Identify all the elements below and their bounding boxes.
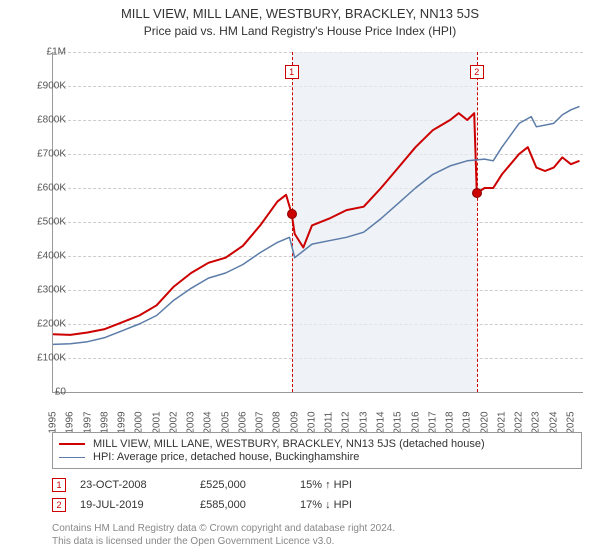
sales-list: 1 23-OCT-2008£525,00015% ↑ HPI 2 19-JUL-201… xyxy=(52,472,582,548)
x-axis-label: 2003 xyxy=(186,411,197,435)
y-axis-label: £400K xyxy=(18,251,66,262)
x-axis-label: 2014 xyxy=(376,411,387,435)
x-axis-label: 1996 xyxy=(65,411,76,435)
legend-label: HPI: Average price, detached house, Buck… xyxy=(93,451,359,463)
footer-text: Contains HM Land Registry data © Crown c… xyxy=(52,522,582,548)
y-axis-label: £500K xyxy=(18,217,66,228)
y-axis-label: £100K xyxy=(18,353,66,364)
x-axis-label: 2019 xyxy=(462,411,473,435)
y-axis-label: £300K xyxy=(18,285,66,296)
sale-row: 2 19-JUL-2019£585,00017% ↓ HPI xyxy=(52,498,582,512)
x-axis-label: 2004 xyxy=(203,411,214,435)
x-axis-label: 2007 xyxy=(255,411,266,435)
chart-title: MILL VIEW, MILL LANE, WESTBURY, BRACKLEY… xyxy=(0,6,600,21)
x-axis-label: 1999 xyxy=(117,411,128,435)
series-line-hpi xyxy=(53,106,580,344)
x-axis-label: 2013 xyxy=(358,411,369,435)
x-axis-label: 2022 xyxy=(514,411,525,435)
sale-dot xyxy=(287,209,297,219)
sale-delta: 17% ↓ HPI xyxy=(300,499,352,511)
chart-subtitle: Price paid vs. HM Land Registry's House … xyxy=(0,24,600,38)
y-axis-label: £1M xyxy=(18,47,66,58)
y-axis-label: £600K xyxy=(18,183,66,194)
x-axis-label: 2021 xyxy=(496,411,507,435)
x-axis-label: 2023 xyxy=(531,411,542,435)
x-axis-label: 2009 xyxy=(289,411,300,435)
x-axis-label: 2005 xyxy=(220,411,231,435)
legend-swatch xyxy=(59,457,85,458)
legend-label: MILL VIEW, MILL LANE, WESTBURY, BRACKLEY… xyxy=(93,438,485,450)
x-axis-label: 2016 xyxy=(410,411,421,435)
y-axis-label: £200K xyxy=(18,319,66,330)
x-axis-label: 2025 xyxy=(565,411,576,435)
x-axis-label: 2010 xyxy=(306,411,317,435)
sale-price: £585,000 xyxy=(200,499,300,511)
sale-marker: 1 xyxy=(52,478,66,492)
sale-marker: 2 xyxy=(52,498,66,512)
chart-plot-area: 1995199619971998199920002001200220032004… xyxy=(52,52,583,393)
x-axis-label: 2020 xyxy=(479,411,490,435)
legend-item: MILL VIEW, MILL LANE, WESTBURY, BRACKLEY… xyxy=(59,438,575,450)
x-axis-label: 1995 xyxy=(48,411,59,435)
plot-svg xyxy=(53,52,583,392)
sale-date: 23-OCT-2008 xyxy=(80,479,200,491)
sale-dot xyxy=(472,188,482,198)
sale-date: 19-JUL-2019 xyxy=(80,499,200,511)
legend-box: MILL VIEW, MILL LANE, WESTBURY, BRACKLEY… xyxy=(52,432,582,469)
x-axis-label: 2008 xyxy=(272,411,283,435)
x-axis-label: 2002 xyxy=(168,411,179,435)
x-axis-label: 2018 xyxy=(445,411,456,435)
x-axis-label: 2015 xyxy=(393,411,404,435)
x-axis-label: 2011 xyxy=(324,411,335,435)
y-axis-label: £800K xyxy=(18,115,66,126)
y-axis-label: £900K xyxy=(18,81,66,92)
sale-row: 1 23-OCT-2008£525,00015% ↑ HPI xyxy=(52,478,582,492)
x-axis-label: 2024 xyxy=(548,411,559,435)
sale-delta: 15% ↑ HPI xyxy=(300,479,352,491)
sale-price: £525,000 xyxy=(200,479,300,491)
x-axis-label: 1998 xyxy=(99,411,110,435)
y-axis-label: £0 xyxy=(18,387,66,398)
x-axis-label: 1997 xyxy=(82,411,93,435)
x-axis-label: 2001 xyxy=(151,411,162,435)
x-axis-label: 2017 xyxy=(427,411,438,435)
x-axis-label: 2006 xyxy=(237,411,248,435)
legend-item: HPI: Average price, detached house, Buck… xyxy=(59,451,575,463)
y-axis-label: £700K xyxy=(18,149,66,160)
legend-swatch xyxy=(59,443,85,445)
series-line-subject xyxy=(53,113,580,335)
x-axis-label: 2012 xyxy=(341,411,352,435)
x-axis-label: 2000 xyxy=(134,411,145,435)
